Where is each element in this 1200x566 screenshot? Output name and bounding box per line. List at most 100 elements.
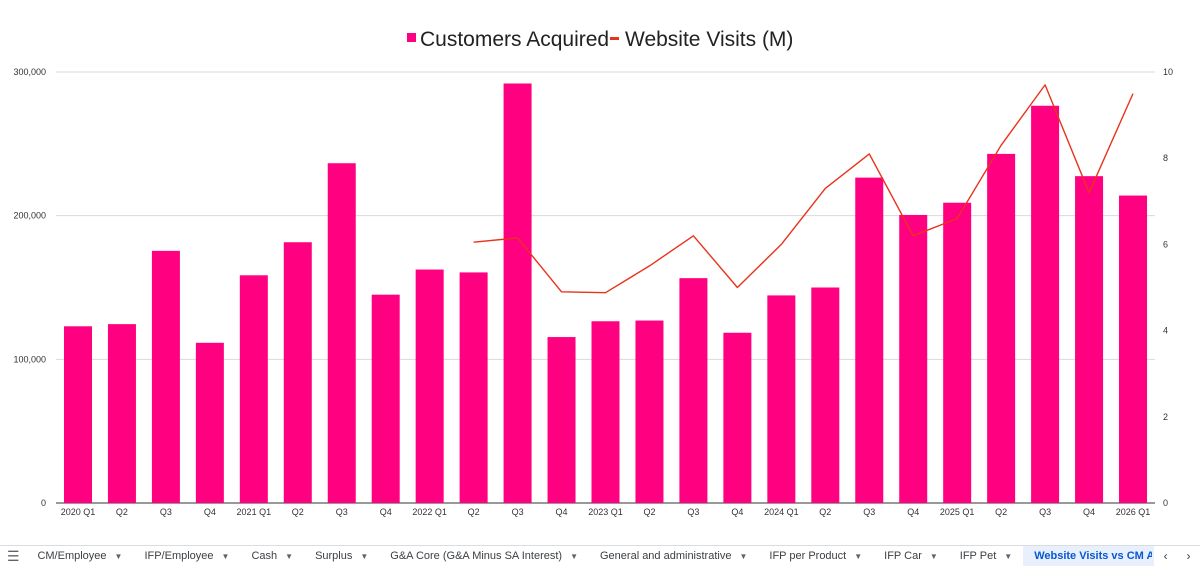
sheet-tab[interactable]: IFP per Product ▼ — [758, 546, 873, 566]
legend-swatch-customers — [407, 33, 416, 42]
caret-down-icon[interactable]: ▼ — [570, 551, 578, 561]
tab-label: Website Visits vs CM Acqui — [1034, 550, 1153, 562]
bar — [635, 320, 664, 503]
x-tick-label: 2024 Q1 — [764, 507, 799, 517]
tab-label: IFP Pet — [959, 550, 997, 562]
tab-label: IFP Car — [884, 550, 922, 562]
bar — [899, 214, 928, 503]
x-tick-label: Q2 — [643, 507, 655, 517]
x-tick-label: Q4 — [204, 507, 216, 517]
combo-chart: 0 100,000 200,000 300,000 0 2 4 6 8 10 2020 Q1 Q2 Q3… — [13, 28, 1173, 517]
bar — [547, 337, 576, 503]
sheet-tab[interactable]: General and administrative ▼ — [589, 546, 758, 566]
y2-tick-label: 4 — [1163, 326, 1168, 336]
bar — [459, 272, 488, 503]
sheet-tab[interactable]: Cash ▼ — [240, 546, 304, 566]
hamburger-menu-icon[interactable]: ☰ — [6, 547, 20, 564]
axis-labels: 0 100,000 200,000 300,000 0 2 4 6 8 10 2020 Q1 Q2 Q3… — [13, 67, 1173, 517]
x-tick-label: Q4 — [1083, 507, 1095, 517]
caret-down-icon[interactable]: ▼ — [360, 551, 369, 561]
x-tick-label: Q2 — [468, 507, 480, 517]
bar — [283, 242, 312, 503]
bar — [195, 342, 224, 503]
visits-line-group — [473, 84, 1134, 294]
x-tick-label: 2022 Q1 — [412, 507, 447, 517]
chevron-right-icon[interactable]: › — [1186, 549, 1191, 563]
x-tick-label: Q3 — [1039, 507, 1051, 517]
tab-website-visits-vs-cm-acquired[interactable]: Website Visits vs CM Acqui — [1023, 546, 1155, 566]
tab-label: G&A Core (G&A Minus SA Interest) — [390, 550, 563, 562]
x-tick-label: 2023 Q1 — [588, 507, 623, 517]
bar — [327, 163, 356, 503]
y-tick-label: 200,000 — [13, 211, 46, 221]
x-tick-label: Q3 — [160, 507, 172, 517]
y-tick-label: 0 — [41, 498, 46, 508]
tab-label: CM/Employee — [37, 550, 107, 562]
bar — [1075, 176, 1104, 504]
bar — [1031, 105, 1060, 504]
legend: Customers Acquired Website Visits (M) — [407, 28, 793, 51]
bar — [107, 324, 136, 503]
tab-label: IFP/Employee — [144, 550, 214, 562]
bar — [151, 250, 180, 503]
bar — [415, 269, 444, 503]
bar — [723, 332, 752, 503]
caret-down-icon[interactable]: ▼ — [221, 551, 230, 561]
sheet-tabs: CM/Employee ▼ IFP/Employee ▼ Cash ▼ Surplus ▼ G&… — [26, 546, 1023, 566]
bar — [239, 275, 268, 503]
x-tick-label: Q3 — [512, 507, 524, 517]
y-tick-label: 100,000 — [13, 354, 46, 364]
chevron-left-icon[interactable]: ‹ — [1163, 549, 1168, 563]
bar — [679, 278, 708, 503]
y2-tick-label: 8 — [1163, 153, 1168, 163]
x-tick-label: Q4 — [731, 507, 743, 517]
bar — [987, 153, 1016, 503]
y-tick-label: 300,000 — [13, 67, 46, 77]
x-tick-label: Q3 — [687, 507, 699, 517]
sheet-tab[interactable]: IFP Car ▼ — [873, 546, 949, 566]
tab-label: IFP per Product — [769, 550, 847, 562]
sheet-tab-bar: ☰ CM/Employee ▼ IFP/Employee ▼ Cash ▼ Surplus ▼… — [0, 545, 1200, 566]
legend-label-visits: Website Visits (M) — [625, 28, 793, 51]
x-tick-label: Q2 — [116, 507, 128, 517]
customers-bars — [63, 83, 1148, 504]
chart-canvas: 0 100,000 200,000 300,000 0 2 4 6 8 10 2020 Q1 Q2 Q3… — [13, 28, 1173, 517]
y2-tick-label: 2 — [1163, 412, 1168, 422]
bar — [855, 177, 884, 503]
sheet-tab[interactable]: CM/Employee ▼ — [26, 546, 133, 566]
y2-tick-label: 6 — [1163, 239, 1168, 249]
y2-tick-label: 10 — [1163, 67, 1173, 77]
caret-down-icon[interactable]: ▼ — [739, 551, 748, 561]
caret-down-icon[interactable]: ▼ — [285, 551, 294, 561]
y2-tick-label: 0 — [1163, 498, 1168, 508]
tab-label: Cash — [251, 550, 278, 562]
x-tick-label: 2021 Q1 — [237, 507, 272, 517]
x-tick-label: 2025 Q1 — [940, 507, 975, 517]
caret-down-icon[interactable]: ▼ — [854, 551, 863, 561]
legend-label-customers: Customers Acquired — [420, 28, 609, 51]
bar — [503, 83, 532, 503]
x-tick-label: Q2 — [995, 507, 1007, 517]
x-tick-label: 2020 Q1 — [61, 507, 96, 517]
x-tick-label: Q2 — [292, 507, 304, 517]
sheet-tab[interactable]: Surplus ▼ — [304, 546, 379, 566]
x-tick-label: Q3 — [336, 507, 348, 517]
bar — [591, 321, 620, 503]
legend-swatch-visits — [610, 37, 619, 40]
caret-down-icon[interactable]: ▼ — [114, 551, 123, 561]
tab-label: General and administrative — [600, 550, 732, 562]
caret-down-icon[interactable]: ▼ — [1004, 551, 1013, 561]
caret-down-icon[interactable]: ▼ — [929, 551, 938, 561]
sheet-tab[interactable]: G&A Core (G&A Minus SA Interest) ▼ — [379, 546, 589, 566]
visits-line — [473, 84, 1134, 294]
sheet-tab[interactable]: IFP Pet ▼ — [949, 546, 1023, 566]
bar — [1119, 195, 1148, 503]
bar — [811, 287, 840, 503]
sheet-tab[interactable]: IFP/Employee ▼ — [133, 546, 240, 566]
bar — [943, 202, 972, 503]
x-tick-label: Q3 — [863, 507, 875, 517]
bar — [63, 326, 92, 503]
x-tick-label: Q2 — [819, 507, 831, 517]
tab-label: Surplus — [315, 550, 353, 562]
x-tick-label: Q4 — [556, 507, 568, 517]
